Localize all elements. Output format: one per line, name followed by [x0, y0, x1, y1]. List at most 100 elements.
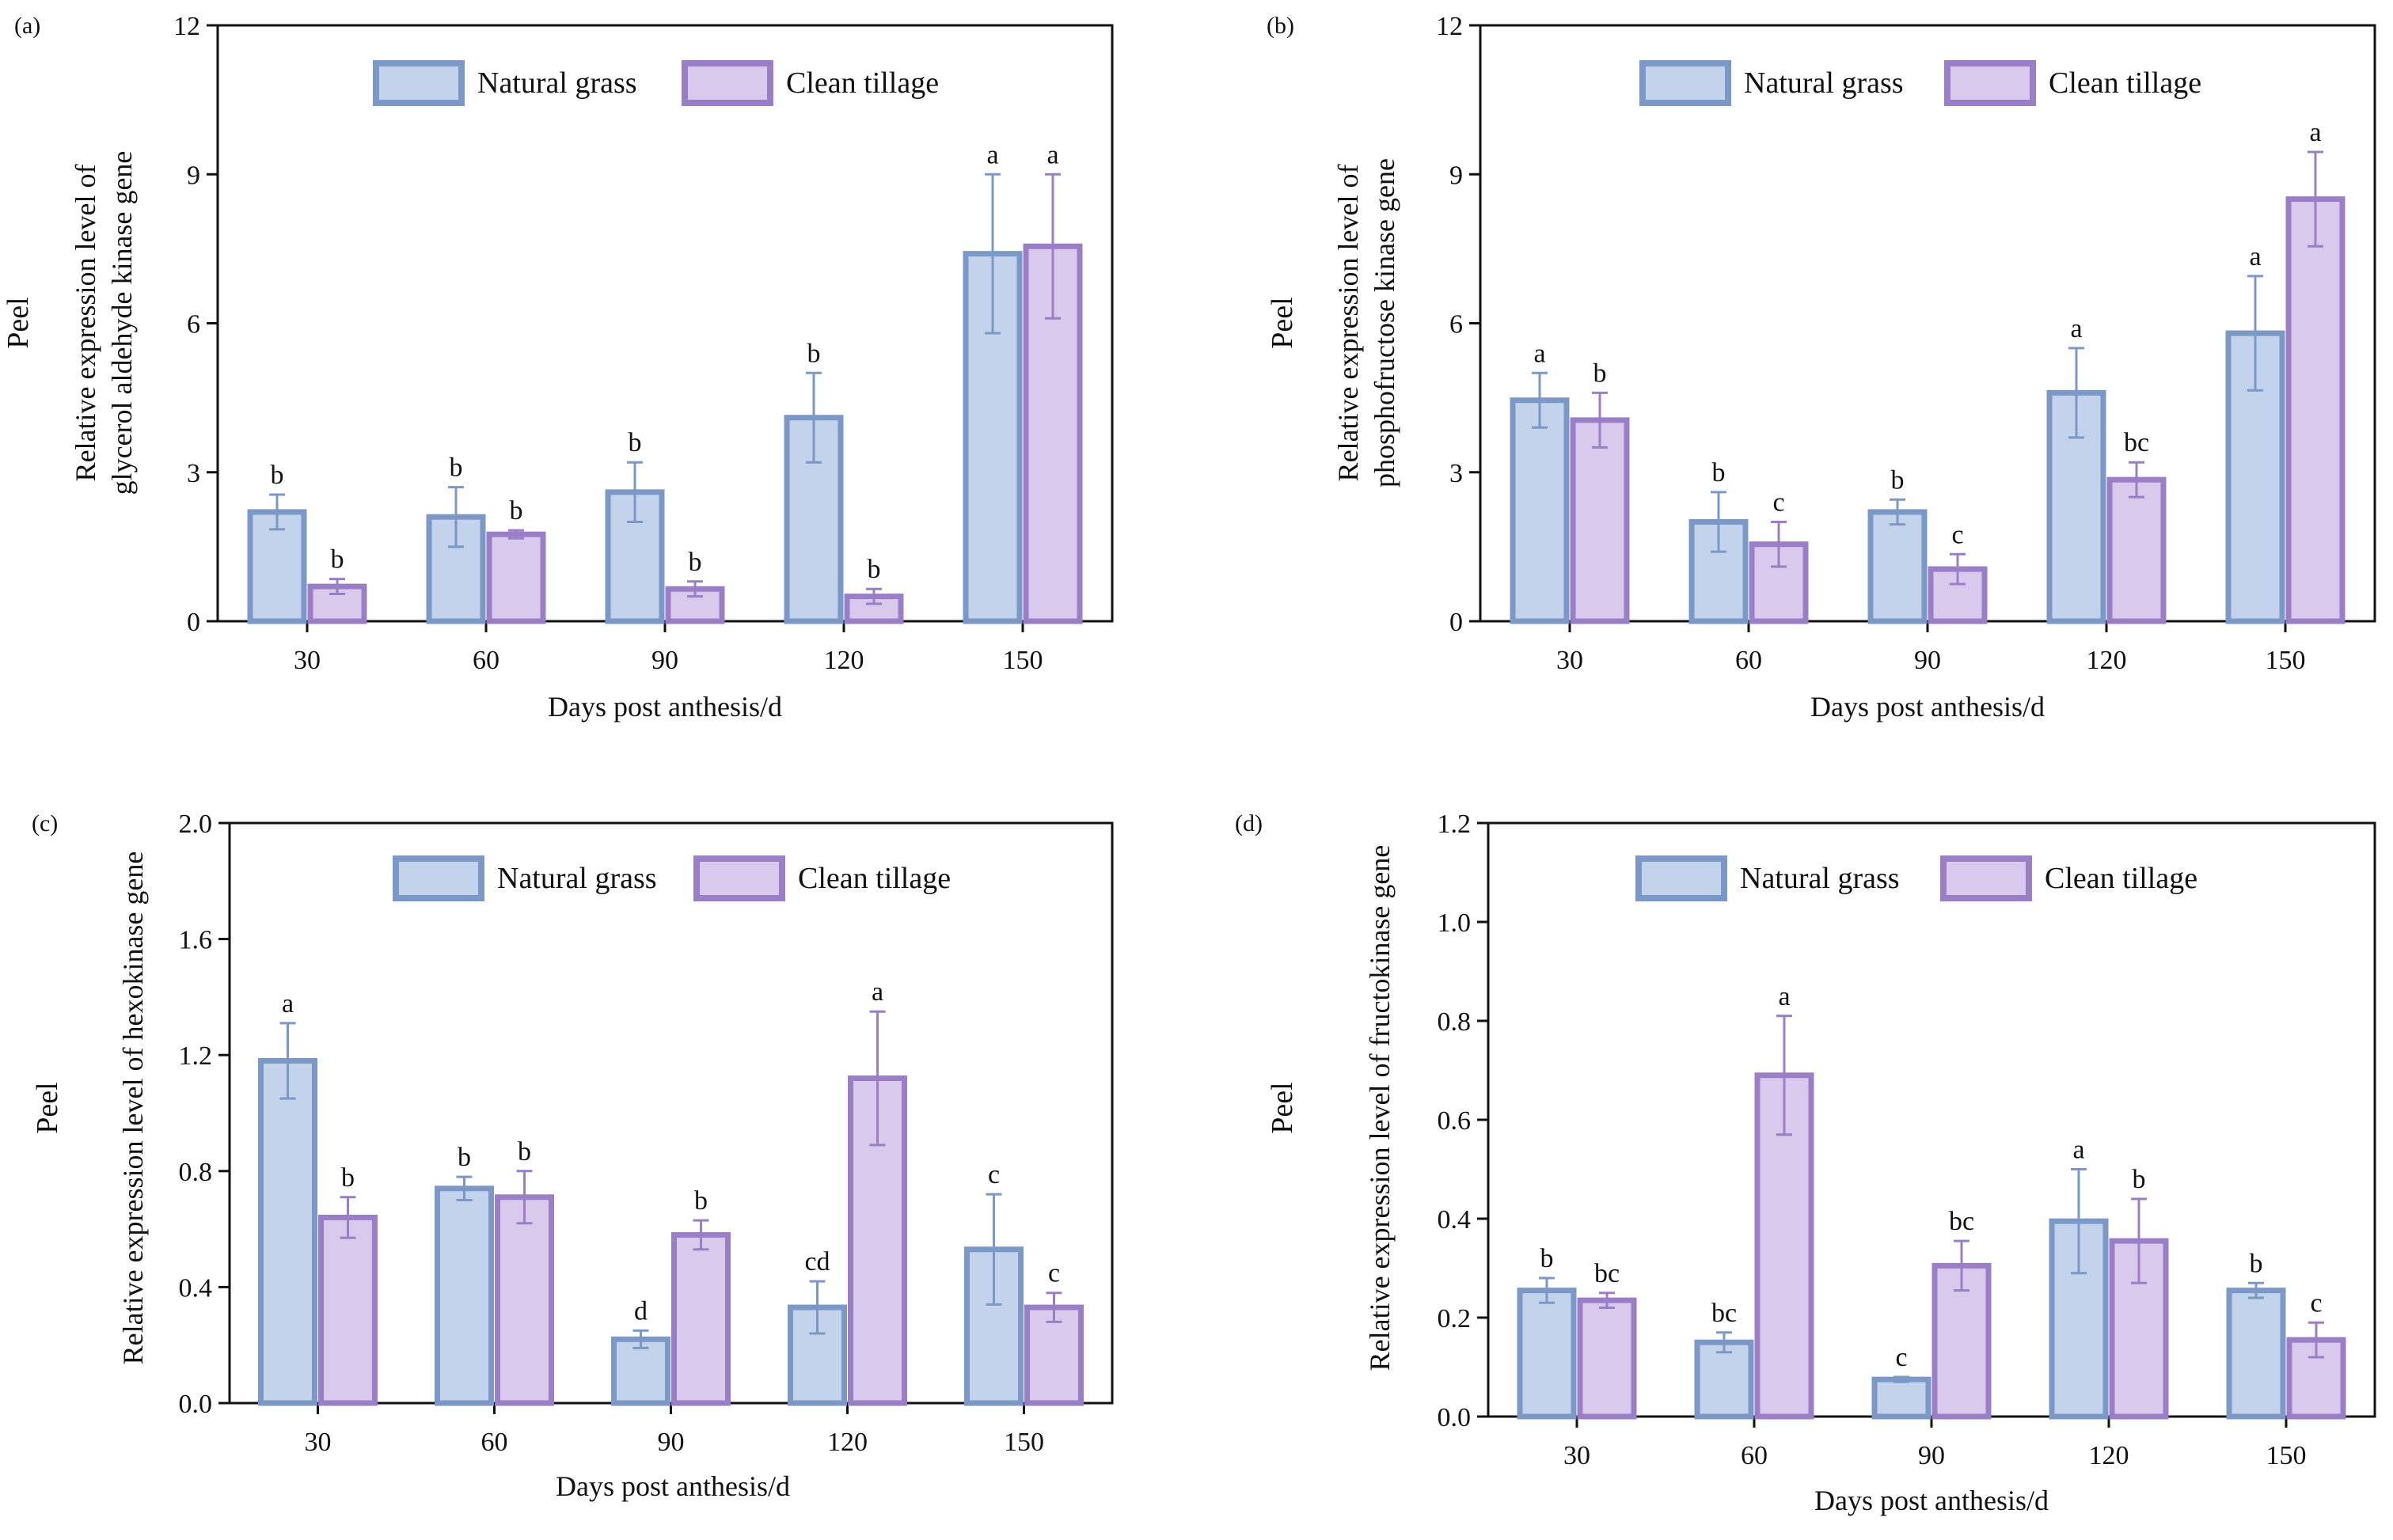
- significance-letter: bc: [1949, 1207, 1974, 1236]
- y-tick-label: 6: [1449, 310, 1463, 339]
- y-tick-label: 1.0: [1438, 908, 1472, 938]
- significance-letter: a: [2249, 242, 2261, 271]
- bar-clean-tillage: [1577, 1297, 1637, 1420]
- y-tick-label: 1.2: [179, 1041, 213, 1071]
- y-tick-label: 0.4: [179, 1273, 213, 1303]
- x-tick-label: 30: [1563, 1441, 1590, 1470]
- bar-clean-tillage: [495, 1194, 554, 1406]
- legend-swatch-natural-grass: [393, 855, 484, 901]
- bar-clean-tillage: [671, 1231, 731, 1406]
- x-axis-label: Days post anthesis/d: [1810, 691, 2045, 723]
- significance-letter: a: [1533, 339, 1545, 368]
- y-tick-label: 9: [1449, 161, 1463, 190]
- y-tick-label: 1.2: [1438, 810, 1472, 839]
- significance-letter: d: [634, 1296, 648, 1326]
- significance-letter: b: [331, 545, 344, 575]
- significance-letter: a: [872, 977, 883, 1007]
- side-label-peel: Peel: [2, 297, 35, 348]
- y-tick-label: 12: [1436, 12, 1463, 41]
- panel-d: (d) Peel Relative expression level of fruc…: [1235, 810, 2376, 1516]
- y-axis-label-line: Relative expression level of: [70, 165, 101, 482]
- legend-label: Clean tillage: [2045, 862, 2197, 895]
- y-tick-label: 3: [1449, 459, 1463, 488]
- x-axis-label: Days post anthesis/d: [556, 1470, 790, 1502]
- significance-letter: a: [2070, 314, 2082, 343]
- side-label-peel: Peel: [1266, 1082, 1299, 1133]
- side-label-peel: Peel: [1266, 297, 1299, 348]
- significance-letter: bc: [2124, 428, 2149, 457]
- bar-clean-tillage: [1570, 417, 1630, 624]
- x-tick-label: 90: [1918, 1441, 1945, 1470]
- bar-clean-tillage: [318, 1214, 378, 1406]
- significance-letter: b: [271, 461, 284, 490]
- significance-letter: b: [1891, 465, 1905, 495]
- x-tick-label: 60: [1741, 1441, 1768, 1470]
- y-axis-label-line: Relative expression level of fructokinas…: [1364, 845, 1396, 1371]
- significance-letter: a: [2309, 118, 2321, 147]
- significance-letter: a: [986, 140, 998, 169]
- significance-letter: b: [2250, 1249, 2263, 1278]
- side-label-peel: Peel: [31, 1082, 64, 1133]
- x-tick-label: 90: [1914, 646, 1941, 675]
- legend-label: Clean tillage: [786, 66, 939, 100]
- x-tick-label: 120: [824, 646, 864, 675]
- bar-natural-grass: [1517, 1288, 1577, 1420]
- y-tick-label: 0: [187, 608, 200, 637]
- significance-letter: b: [868, 555, 881, 584]
- significance-letter: b: [1540, 1244, 1554, 1273]
- y-axis-label: Relative expression level of fructokinas…: [1364, 845, 1396, 1371]
- significance-letter: b: [458, 1143, 471, 1172]
- y-tick-label: 0: [1449, 608, 1463, 637]
- y-axis-label: Relative expression level of phosphofruct…: [1332, 158, 1400, 487]
- y-tick-label: 1.6: [179, 926, 213, 955]
- significance-letter: a: [1778, 982, 1790, 1011]
- bar-natural-grass: [426, 514, 486, 624]
- legend-label: Natural grass: [497, 862, 657, 895]
- bar-natural-grass: [2226, 1288, 2286, 1420]
- bar-natural-grass: [258, 1058, 317, 1406]
- significance-letter: c: [1772, 488, 1784, 518]
- x-tick-label: 60: [473, 646, 499, 675]
- bar-natural-grass: [1510, 397, 1570, 624]
- significance-letter: b: [518, 1137, 531, 1166]
- y-axis-label-line: phosphofructose kinase gene: [1369, 158, 1400, 487]
- legend-swatch-natural-grass: [373, 60, 465, 106]
- bar-clean-tillage: [2286, 1337, 2346, 1420]
- panel-tag: (b): [1267, 13, 1294, 39]
- x-tick-label: 150: [1004, 1428, 1044, 1457]
- x-tick-label: 30: [1556, 646, 1583, 675]
- x-axis-label: Days post anthesis/d: [548, 691, 782, 723]
- y-tick-label: 0.2: [1438, 1304, 1472, 1333]
- x-tick-label: 120: [827, 1428, 868, 1457]
- significance-letter: b: [807, 339, 821, 368]
- x-axis-label: Days post anthesis/d: [1814, 1485, 2049, 1516]
- y-tick-label: 0.8: [1438, 1007, 1472, 1037]
- y-tick-label: 0.4: [1438, 1205, 1472, 1235]
- x-tick-label: 60: [1735, 646, 1762, 675]
- y-axis-label: Relative expression level of hexokinase …: [117, 852, 149, 1365]
- panel-tag: (c): [32, 810, 58, 836]
- y-tick-label: 3: [187, 459, 200, 488]
- y-tick-label: 2.0: [179, 810, 213, 839]
- significance-letter: b: [1593, 358, 1607, 388]
- significance-letter: b: [629, 428, 642, 457]
- legend-swatch-clean-tillage: [1940, 855, 2032, 901]
- legend-swatch-natural-grass: [1639, 60, 1731, 106]
- legend-swatch-clean-tillage: [693, 855, 785, 901]
- significance-letter: b: [450, 453, 463, 483]
- y-axis-label-line: Relative expression level of hexokinase …: [117, 852, 149, 1365]
- x-tick-label: 120: [2087, 646, 2127, 675]
- x-tick-label: 150: [2266, 646, 2306, 675]
- legend-label: Clean tillage: [2049, 66, 2201, 100]
- significance-letter: b: [689, 548, 702, 577]
- significance-letter: a: [1046, 140, 1058, 169]
- y-axis-label-line: Relative expression level of: [1332, 165, 1364, 482]
- bar-natural-grass: [1867, 509, 1928, 624]
- legend-swatch-natural-grass: [1635, 855, 1727, 901]
- significance-letter: a: [2072, 1136, 2084, 1165]
- significance-letter: a: [282, 989, 294, 1018]
- significance-letter: c: [2310, 1288, 2322, 1318]
- panel-b: (b) Peel Relative expression level of phosp…: [1266, 12, 2376, 723]
- significance-letter: c: [1895, 1343, 1907, 1372]
- panel-c: (c) Peel Relative expression level of hexo…: [31, 810, 1114, 1502]
